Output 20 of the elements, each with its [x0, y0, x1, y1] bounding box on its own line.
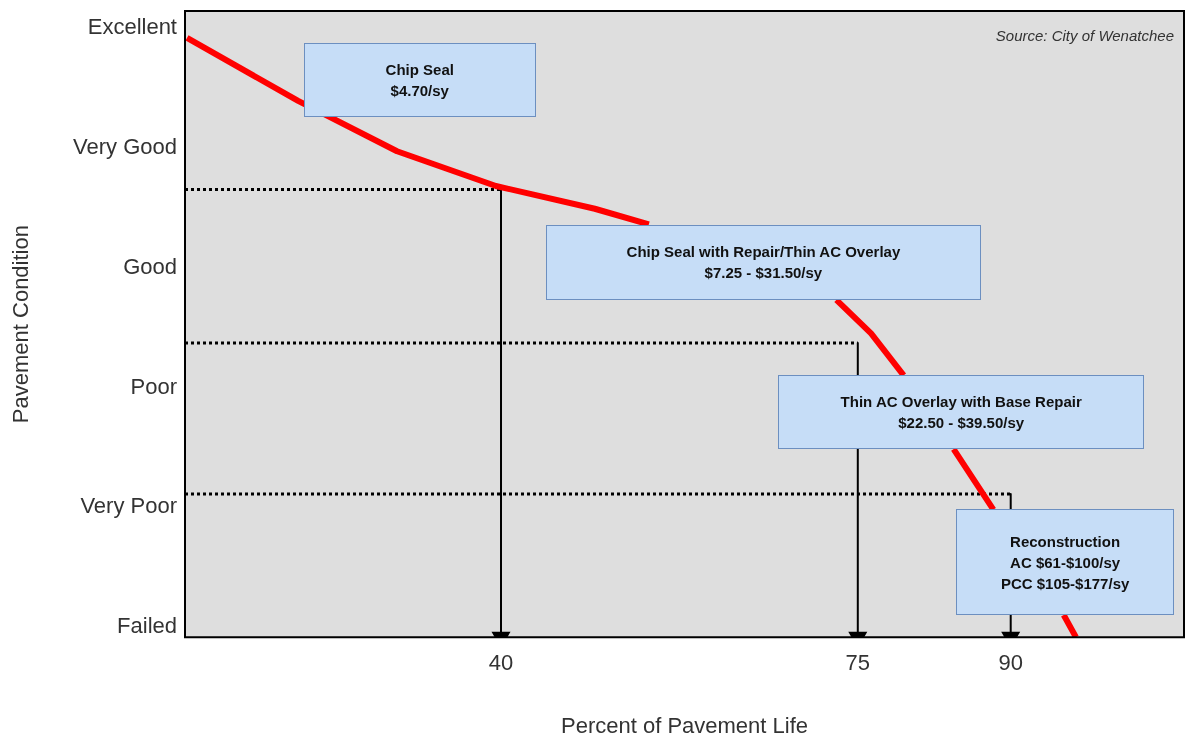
annotation: Source: City of Wenatchee: [995, 26, 1174, 44]
callout-box: Thin AC Overlay with Base Repair $22.50 - $39.50/sy: [778, 375, 1144, 450]
annotation: Reconstruction AC $61-$100/sy PCC $105-$177/sy: [1000, 531, 1130, 594]
callout-box: Reconstruction AC $61-$100/sy PCC $105-$177/sy: [956, 509, 1174, 616]
annotation: Thin AC Overlay with Base Repair $22.50 - $39.50/sy: [840, 392, 1082, 434]
x-tick-label: 40: [488, 650, 514, 676]
callout-box: Chip Seal $4.70/sy: [303, 42, 536, 117]
text: Excellent: [87, 14, 177, 40]
text: Very Poor: [80, 493, 177, 519]
text: Very Good: [73, 133, 177, 159]
text: Pavement Condition: [8, 225, 34, 424]
x-tick-label: 75: [845, 650, 871, 676]
annotation: Chip Seal $4.70/sy: [385, 59, 454, 101]
x-axis-title: Percent of Pavement Life: [560, 712, 809, 738]
text: Good: [123, 253, 177, 279]
text: Failed: [117, 613, 177, 639]
callout-box: Chip Seal with Repair/Thin AC Overlay $7.25 - $31.50/sy: [545, 224, 982, 300]
annotation: Chip Seal with Repair/Thin AC Overlay $7.25 - $31.50/sy: [626, 242, 901, 284]
x-tick-label: 90: [998, 650, 1023, 676]
text: Poor: [130, 373, 177, 399]
